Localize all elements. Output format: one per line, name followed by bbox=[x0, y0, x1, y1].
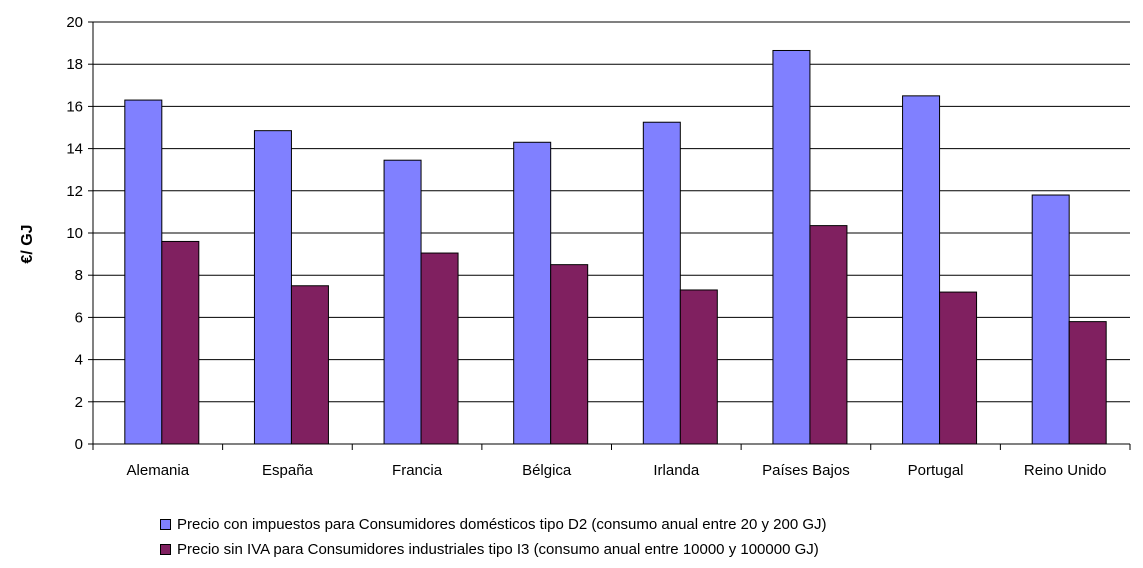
bar-series-1-españa bbox=[253, 130, 292, 445]
bar-series-1-reino-unido bbox=[1031, 194, 1070, 445]
bar-series-1-portugal bbox=[902, 95, 941, 445]
bar-series-2-alemania bbox=[161, 240, 200, 445]
y-tick-label: 0 bbox=[75, 436, 83, 453]
legend-item-series-2: Precio sin IVA para Consumidores industr… bbox=[160, 537, 827, 562]
legend-swatch-series-2 bbox=[160, 544, 171, 555]
y-tick-label: 12 bbox=[66, 183, 83, 200]
y-tick-label: 18 bbox=[66, 56, 83, 73]
bar-series-2-españa bbox=[290, 285, 329, 445]
x-tick-label: Bélgica bbox=[522, 462, 572, 479]
bars bbox=[124, 49, 1107, 445]
y-tick-label: 10 bbox=[66, 225, 83, 242]
bar-series-2-irlanda bbox=[679, 289, 718, 445]
x-tick-label: Alemania bbox=[127, 462, 190, 479]
legend-swatch-series-1 bbox=[160, 519, 171, 530]
x-tick-label: España bbox=[262, 462, 314, 479]
y-tick-label: 6 bbox=[75, 309, 83, 326]
bar-series-1-francia bbox=[383, 159, 422, 445]
x-tick-labels: Alemania España Francia Bélgica Irlanda Paíse… bbox=[127, 462, 1107, 479]
y-axis-label: €/ GJ bbox=[19, 224, 36, 263]
x-tick-label: Irlanda bbox=[653, 462, 700, 479]
bar-series-1-irlanda bbox=[642, 121, 681, 445]
bar-series-2-portugal bbox=[939, 291, 978, 445]
bar-series-1-bélgica bbox=[513, 141, 552, 445]
bar-series-1-países-bajos bbox=[772, 49, 811, 445]
axes bbox=[88, 21, 1131, 450]
x-tick-label: Francia bbox=[392, 462, 443, 479]
legend-item-series-1: Precio con impuestos para Consumidores d… bbox=[160, 512, 827, 537]
y-tick-label: 2 bbox=[75, 394, 83, 411]
bar-series-2-reino-unido bbox=[1068, 321, 1107, 445]
x-tick-label: Reino Unido bbox=[1024, 462, 1107, 479]
y-tick-label: 4 bbox=[75, 352, 83, 369]
y-tick-label: 14 bbox=[66, 141, 83, 158]
x-tick-label: Portugal bbox=[908, 462, 964, 479]
bar-series-2-países-bajos bbox=[809, 225, 848, 445]
y-tick-label: 20 bbox=[66, 14, 83, 31]
bar-series-2-francia bbox=[420, 252, 459, 445]
legend-label-series-2: Precio sin IVA para Consumidores industr… bbox=[177, 541, 819, 558]
bar-series-2-bélgica bbox=[550, 264, 589, 445]
legend: Precio con impuestos para Consumidores d… bbox=[160, 512, 827, 562]
y-tick-label: 8 bbox=[75, 267, 83, 284]
bar-series-1-alemania bbox=[124, 99, 163, 445]
y-tick-label: 16 bbox=[66, 98, 83, 115]
legend-label-series-1: Precio con impuestos para Consumidores d… bbox=[177, 516, 827, 533]
x-tick-label: Países Bajos bbox=[762, 462, 850, 479]
y-tick-labels: 0 2 4 6 8 10 12 14 16 18 20 bbox=[66, 14, 83, 453]
bar-chart: 0 2 4 6 8 10 12 14 16 18 20 Alemania España Francia B… bbox=[19, 14, 1131, 479]
